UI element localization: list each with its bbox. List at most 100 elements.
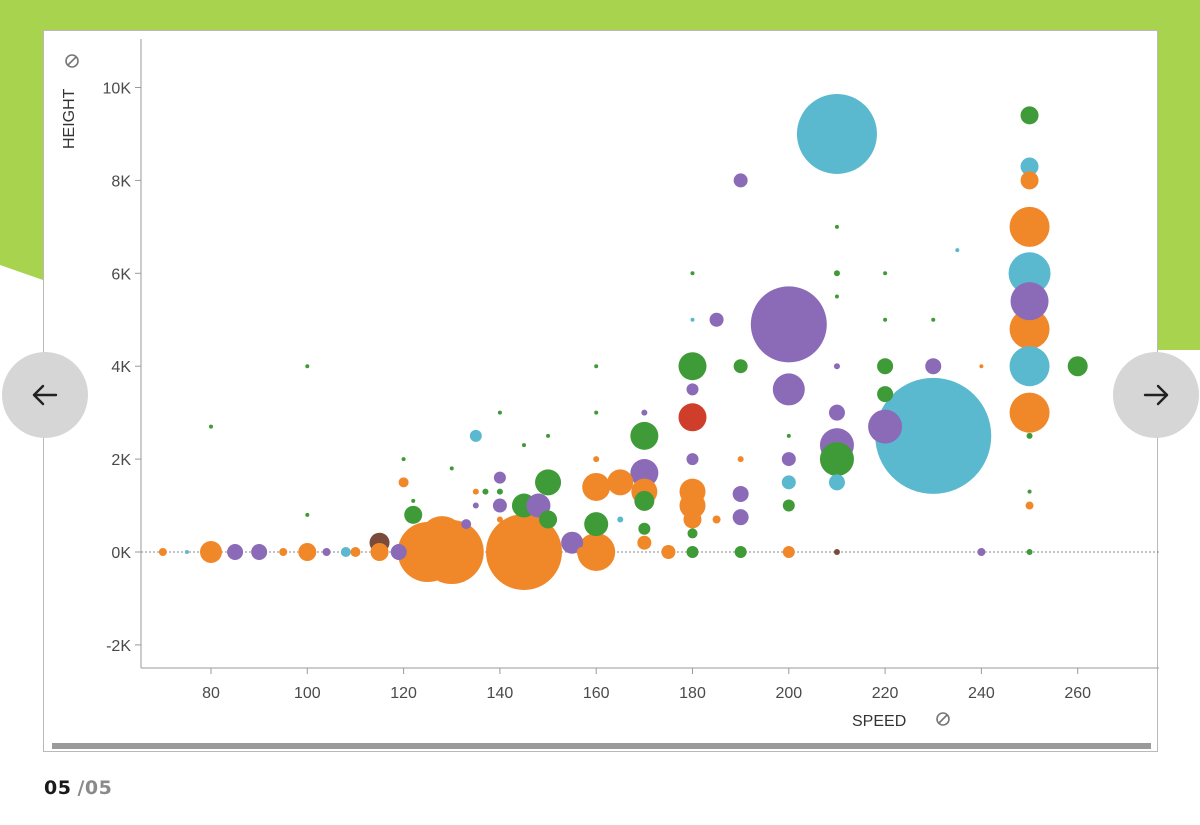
- bubble-point[interactable]: [1020, 157, 1039, 176]
- bubble-point[interactable]: [305, 512, 310, 517]
- prev-button[interactable]: [2, 352, 88, 438]
- bubble-point[interactable]: [576, 547, 587, 557]
- bubble-point[interactable]: [772, 373, 805, 406]
- bubble-point[interactable]: [227, 544, 244, 560]
- bubble-point[interactable]: [690, 317, 695, 322]
- bubble-point[interactable]: [661, 545, 676, 559]
- y-axis-pin-icon[interactable]: [65, 54, 79, 68]
- bubble-point[interactable]: [712, 515, 721, 524]
- bubble-point[interactable]: [390, 544, 407, 560]
- bubble-point[interactable]: [398, 477, 409, 488]
- bubble-point[interactable]: [883, 317, 888, 322]
- bubble-point[interactable]: [877, 386, 894, 403]
- bubble-point[interactable]: [539, 510, 558, 529]
- bubble-point[interactable]: [690, 271, 695, 276]
- bubble-point[interactable]: [634, 490, 655, 511]
- bubble-point[interactable]: [877, 358, 894, 375]
- bubble-point[interactable]: [630, 421, 659, 450]
- bubble-point[interactable]: [833, 270, 840, 277]
- bubble-point[interactable]: [546, 433, 551, 438]
- bubble-point[interactable]: [630, 459, 659, 488]
- bubble-point[interactable]: [461, 519, 472, 530]
- bubble-point[interactable]: [734, 546, 747, 558]
- bubble-point[interactable]: [209, 424, 213, 429]
- bubble-point[interactable]: [472, 502, 479, 509]
- bubble-point[interactable]: [469, 429, 482, 442]
- bubble-point[interactable]: [781, 475, 796, 490]
- bubble-point[interactable]: [828, 474, 845, 491]
- bubble-point[interactable]: [582, 472, 611, 501]
- bubble-point[interactable]: [637, 535, 652, 550]
- bubble-point[interactable]: [686, 383, 699, 396]
- bubble-point[interactable]: [931, 317, 936, 322]
- bubble-point[interactable]: [955, 248, 960, 253]
- bubble-point[interactable]: [1026, 549, 1033, 555]
- bubble-point[interactable]: [686, 453, 699, 466]
- bubble-point[interactable]: [782, 499, 795, 512]
- bubble-point[interactable]: [686, 546, 699, 558]
- bubble-point[interactable]: [828, 404, 845, 421]
- bubble-point[interactable]: [577, 533, 616, 571]
- bubble-point[interactable]: [1008, 252, 1051, 295]
- bubble-point[interactable]: [340, 547, 351, 557]
- bubble-point[interactable]: [521, 443, 526, 448]
- bubble-point[interactable]: [883, 271, 888, 276]
- bubble-point[interactable]: [279, 548, 288, 556]
- bubble-point[interactable]: [683, 510, 702, 529]
- bubble-point[interactable]: [420, 516, 465, 561]
- bubble-point[interactable]: [678, 352, 707, 381]
- bubble-point[interactable]: [411, 498, 416, 503]
- bubble-point[interactable]: [733, 173, 748, 188]
- bubble-point[interactable]: [401, 457, 406, 462]
- bubble-point[interactable]: [593, 456, 600, 463]
- bubble-point[interactable]: [158, 548, 167, 556]
- bubble-point[interactable]: [875, 377, 992, 494]
- bubble-point[interactable]: [584, 512, 609, 537]
- bubble-point[interactable]: [594, 364, 599, 369]
- bubble-point[interactable]: [687, 528, 698, 539]
- bubble-point[interactable]: [594, 410, 599, 415]
- bubble-point[interactable]: [1009, 392, 1050, 433]
- bubble-point[interactable]: [1009, 309, 1050, 350]
- bubble-point[interactable]: [834, 224, 839, 229]
- bubble-point[interactable]: [732, 485, 749, 502]
- bubble-point[interactable]: [732, 509, 749, 526]
- bubble-point[interactable]: [833, 363, 840, 370]
- bubble-point[interactable]: [298, 543, 317, 561]
- bubble-point[interactable]: [561, 531, 584, 554]
- bubble-point[interactable]: [782, 546, 795, 558]
- bubble-point[interactable]: [786, 433, 791, 438]
- bubble-point[interactable]: [485, 514, 562, 590]
- bubble-point[interactable]: [819, 442, 854, 477]
- bubble-point[interactable]: [1020, 106, 1039, 125]
- bubble-point[interactable]: [404, 505, 423, 524]
- bubble-point[interactable]: [472, 488, 479, 495]
- bubble-point[interactable]: [482, 488, 489, 495]
- bubble-point[interactable]: [617, 516, 624, 523]
- bubble-point[interactable]: [493, 471, 506, 484]
- bubble-point[interactable]: [492, 498, 507, 513]
- bubble-point[interactable]: [449, 466, 454, 471]
- bubble-point[interactable]: [979, 364, 984, 369]
- bubble-point[interactable]: [1009, 206, 1050, 247]
- x-axis-pin-icon[interactable]: [936, 712, 950, 726]
- bubble-point[interactable]: [638, 522, 651, 535]
- bubble-point[interactable]: [496, 516, 503, 523]
- bubble-point[interactable]: [184, 550, 189, 554]
- bubble-point[interactable]: [925, 358, 942, 375]
- bubble-point[interactable]: [641, 409, 648, 416]
- next-button[interactable]: [1113, 352, 1199, 438]
- bubble-point[interactable]: [535, 469, 562, 496]
- bubble-point[interactable]: [834, 294, 839, 299]
- bubble-point[interactable]: [1010, 282, 1049, 321]
- bubble-point[interactable]: [1025, 501, 1034, 510]
- bubble-point[interactable]: [322, 548, 331, 556]
- bubble-point[interactable]: [679, 492, 706, 519]
- bubble-point[interactable]: [350, 547, 361, 557]
- bubble-point[interactable]: [1020, 171, 1039, 190]
- bubble-point[interactable]: [737, 456, 744, 463]
- bubble-point[interactable]: [1009, 346, 1050, 387]
- bubble-point[interactable]: [305, 364, 310, 369]
- bubble-point[interactable]: [678, 403, 707, 432]
- bubble-point[interactable]: [868, 409, 903, 444]
